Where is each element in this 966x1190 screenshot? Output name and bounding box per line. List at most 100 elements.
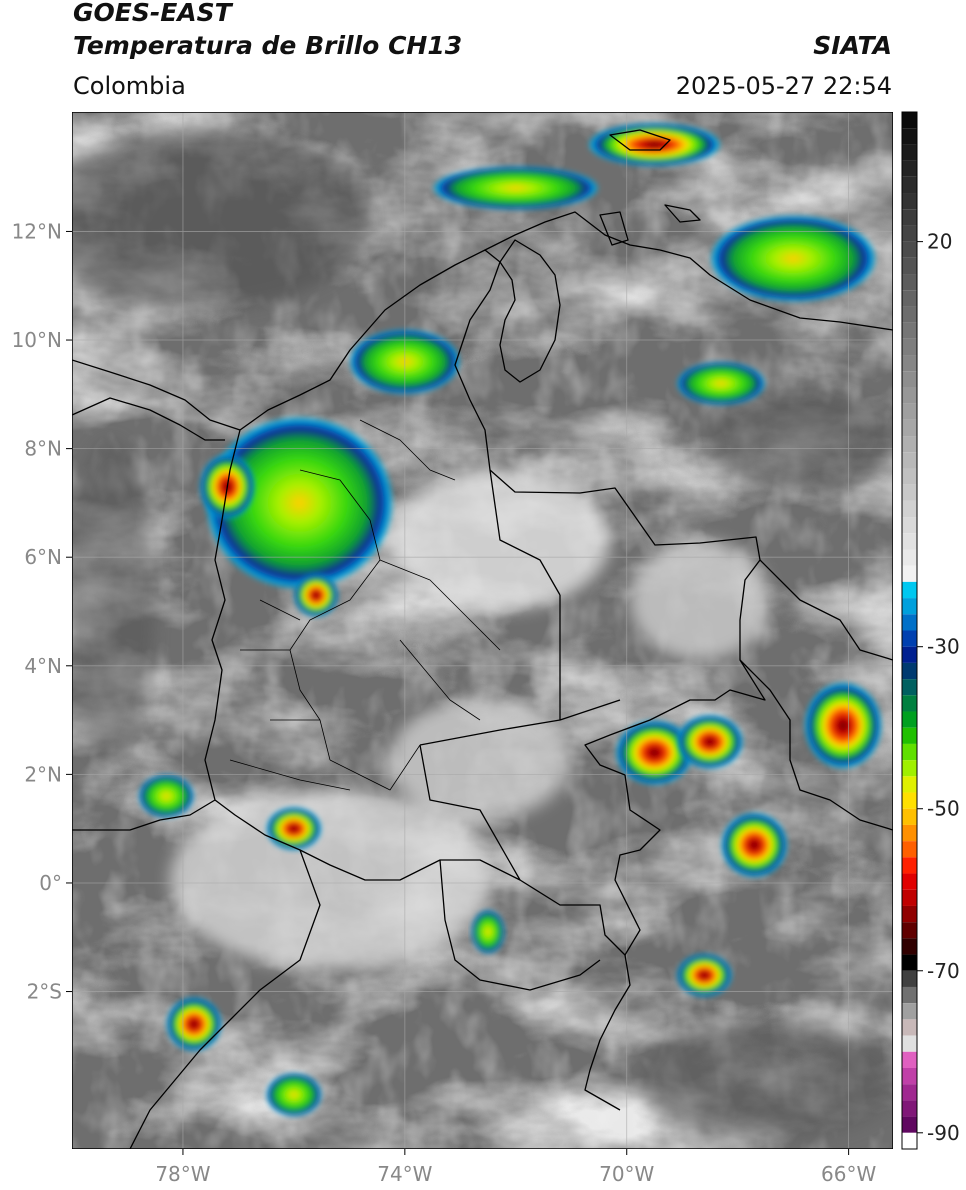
venezuela-border — [484, 211, 893, 331]
colorbar-segment — [902, 128, 917, 145]
colorbar-segment — [902, 193, 917, 210]
colorbar-segment — [902, 922, 917, 939]
cold-cloud-cell — [266, 1072, 322, 1117]
colorbar-segment — [902, 241, 917, 258]
colorbar-segment — [902, 1003, 917, 1020]
colorbar-segment — [902, 581, 917, 599]
colorbar-segment — [902, 225, 917, 242]
colorbar-segment — [902, 711, 917, 728]
colorbar-segment — [902, 452, 917, 469]
colorbar-segment — [902, 565, 917, 582]
lon-tick-label: 78°W — [155, 1162, 210, 1186]
colorbar-segment — [902, 1100, 917, 1117]
cold-cloud-cell — [709, 215, 877, 303]
colorbar-segment — [902, 954, 917, 971]
colorbar-segment — [902, 209, 917, 226]
colorbar-segment — [902, 1116, 917, 1133]
colorbar-segment — [902, 873, 917, 890]
panama-coast — [72, 397, 225, 441]
product-title: Temperatura de Brillo CH13 — [73, 31, 463, 60]
pacific-clear-area — [72, 440, 155, 760]
lat-tick-label: 2°S — [27, 980, 62, 1004]
colorbar-segment — [902, 938, 917, 955]
cloud-band — [390, 700, 570, 820]
region-label: Colombia — [73, 72, 186, 100]
cloud-band — [170, 790, 490, 970]
colorbar-segment — [902, 970, 917, 987]
colorbar-segment — [902, 355, 917, 372]
venezuela-coast — [499, 239, 561, 383]
imagery-layer — [72, 112, 893, 1149]
colorbar-segment — [902, 160, 917, 177]
colorbar-segment — [902, 857, 917, 874]
colorbar-segment — [902, 484, 917, 501]
colorbar-segment — [902, 549, 917, 566]
colorbar-segment — [902, 500, 917, 518]
lat-tick-label: 2°N — [24, 762, 62, 786]
cold-cloud-cell — [293, 573, 339, 617]
lat-tick-label: 0° — [39, 871, 62, 895]
colorbar-segment — [902, 468, 917, 485]
colorbar-segment — [902, 419, 917, 437]
lon-tick-label: 70°W — [599, 1162, 654, 1186]
colorbar-segment — [902, 517, 917, 534]
cold-cloud-cell — [676, 361, 766, 406]
graticule — [72, 112, 893, 1149]
cold-cloud-cell — [471, 910, 505, 954]
colorbar-tick-label: -30 — [927, 635, 960, 659]
colorbar-tick-label: -70 — [927, 959, 960, 983]
brazil-peru-border — [439, 859, 601, 991]
colorbar-segment — [902, 290, 917, 307]
country-borders — [72, 129, 893, 1149]
colorbar-segment — [902, 841, 917, 858]
lon-tick-label: 74°W — [377, 1162, 432, 1186]
guyana-border — [759, 559, 893, 661]
colombia-border — [204, 249, 766, 956]
colorbar-segment — [902, 662, 917, 680]
colorbar-segment — [902, 727, 917, 744]
cold-cloud-cell — [205, 416, 394, 590]
caribbean-clear-area — [72, 130, 370, 310]
panama-border — [72, 359, 241, 431]
orinoco-clear-area — [710, 390, 890, 490]
colorbar-segment — [902, 808, 917, 825]
venezuela-brazil-border — [739, 659, 893, 831]
colorbar-segment — [902, 338, 917, 356]
colorbar-tick-label: -50 — [927, 797, 960, 821]
colorbar-segment — [902, 322, 917, 339]
cold-cloud-cell — [166, 996, 222, 1052]
colorbar-segment — [902, 776, 917, 793]
lat-tick-label: 10°N — [12, 328, 62, 352]
colorbar-segment — [902, 274, 917, 291]
colorbar-segment — [902, 176, 917, 194]
colorbar-segment — [902, 598, 917, 615]
colorbar-segment — [902, 1132, 917, 1149]
colorbar-segment — [902, 889, 917, 906]
colorbar-frame — [901, 111, 918, 1150]
colorbar-segment — [902, 1051, 917, 1068]
cold-cloud-cell — [721, 812, 788, 878]
colorbar: 20 -30 -50 -70 -90 — [901, 111, 960, 1150]
timestamp-label: 2025-05-27 22:54 — [675, 72, 892, 100]
cold-cloud-cell — [587, 122, 722, 167]
ecuador-border — [72, 799, 216, 831]
colorbar-segment — [902, 533, 917, 550]
cloud-band — [630, 540, 770, 660]
cold-cloud-cell — [138, 774, 195, 818]
map-axes: 12°N 10°N 8°N 6°N 4°N 2°N 0° 2°S 78°W 74°W 70°W 66°… — [12, 219, 877, 1186]
colorbar-tick-label: 20 — [927, 230, 952, 254]
cold-cloud-cell — [676, 953, 733, 997]
colorbar-segment — [902, 387, 917, 404]
cold-cloud-cell — [432, 166, 599, 210]
colorbar-segment — [902, 646, 917, 663]
colorbar-segment — [902, 743, 917, 761]
colorbar-tick-label: -90 — [927, 1121, 960, 1145]
colorbar-segment — [902, 695, 917, 712]
inner-boundary — [419, 469, 621, 881]
cold-cloud-cell — [615, 720, 694, 786]
lon-tick-label: 66°W — [821, 1162, 876, 1186]
colorbar-segment — [902, 403, 917, 420]
colorbar-segment — [902, 614, 917, 631]
colorbar-segment — [902, 905, 917, 923]
